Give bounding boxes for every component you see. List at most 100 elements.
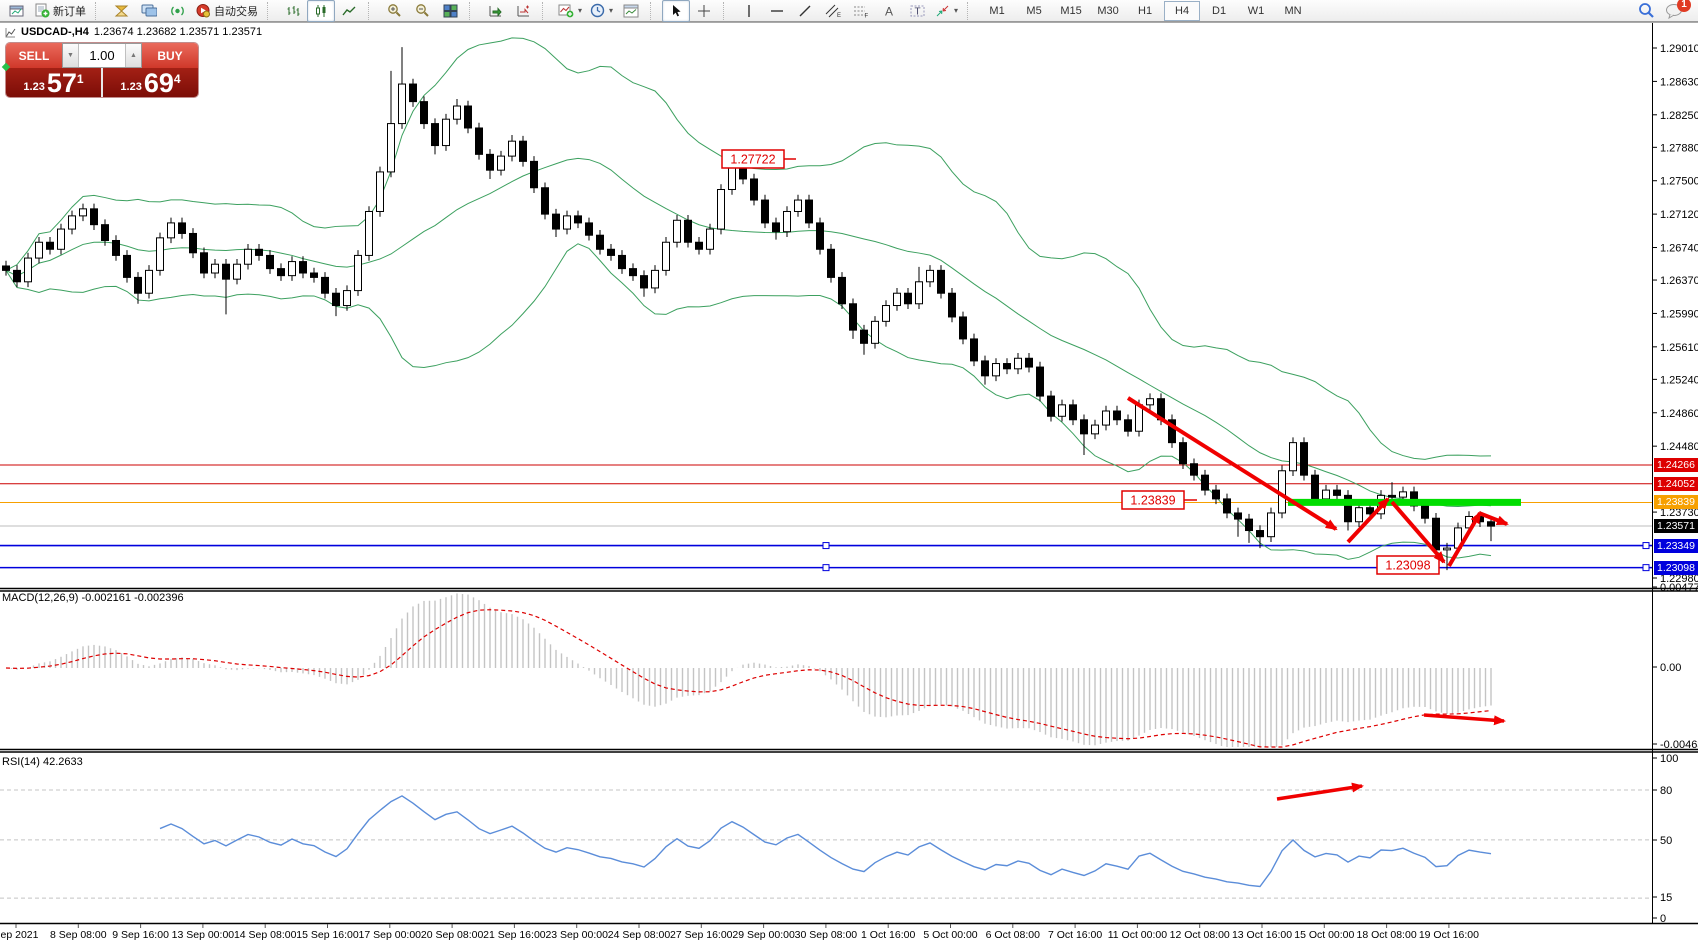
- time-axis-label[interactable]: 30 Sep 08:00: [794, 929, 858, 941]
- time-axis-label[interactable]: 6 Oct 08:00: [985, 929, 1040, 941]
- zoom-out-button[interactable]: [408, 0, 436, 22]
- candle-body: [1443, 547, 1451, 551]
- autotrade-button[interactable]: 自动交易: [191, 0, 262, 22]
- rsi-axis-label: 100: [1660, 753, 1678, 765]
- templates-button[interactable]: [617, 0, 645, 22]
- candle-body: [915, 281, 923, 305]
- chart-shift-button[interactable]: [509, 0, 537, 22]
- time-axis-label[interactable]: 20 Sep 08:00: [420, 929, 484, 941]
- time-axis-label[interactable]: 19 Oct 16:00: [1418, 929, 1479, 941]
- candle-body: [1300, 442, 1308, 476]
- candle-body: [1102, 410, 1110, 426]
- fibonacci-tool-button[interactable]: F: [847, 0, 875, 22]
- sell-price[interactable]: 1.23 57 1: [6, 68, 101, 97]
- time-axis-label[interactable]: 29 Sep 00:00: [732, 929, 795, 941]
- candle-body: [1025, 357, 1033, 368]
- time-axis-label[interactable]: 15 Oct 00:00: [1294, 929, 1355, 941]
- time-axis-label[interactable]: 7 Oct 16:00: [1047, 929, 1103, 941]
- hline-tool-button[interactable]: [763, 0, 791, 22]
- crosshair-tool-button[interactable]: [690, 0, 718, 22]
- volume-value[interactable]: 1.00: [89, 48, 115, 63]
- candle-body: [442, 118, 450, 147]
- vline-tool-button[interactable]: [735, 0, 763, 22]
- arrow-objects-icon: [936, 5, 949, 16]
- time-axis-label[interactable]: 23 Sep 00:00: [545, 929, 608, 941]
- autotrade-label: 自动交易: [214, 5, 258, 18]
- cone-tool-button[interactable]: [107, 0, 135, 22]
- time-axis-label[interactable]: 21 Sep 16:00: [483, 929, 546, 941]
- market-watch-button[interactable]: [135, 0, 163, 22]
- candle-chart-button[interactable]: [307, 0, 335, 22]
- search-icon[interactable]: [1638, 2, 1655, 19]
- timeframe-mn[interactable]: MN: [1284, 4, 1302, 17]
- timeframe-m1[interactable]: M1: [989, 4, 1005, 17]
- toolbar-separator: [967, 1, 976, 20]
- price-tick-label: 1.25990: [1660, 308, 1698, 320]
- time-axis-label[interactable]: 17 Sep 00:00: [358, 929, 422, 941]
- candle-body: [629, 268, 637, 277]
- candle-body: [1421, 505, 1429, 519]
- timeframe-w1[interactable]: W1: [1247, 4, 1265, 17]
- candle-body: [684, 219, 692, 243]
- channel-tool-button[interactable]: E: [819, 0, 847, 22]
- toolbar-separator: [267, 1, 276, 20]
- price-tick-label: 1.25240: [1660, 374, 1698, 386]
- candle-body: [90, 208, 98, 226]
- arrows-tool-button[interactable]: ▾: [931, 0, 962, 22]
- candle-body: [651, 269, 659, 289]
- periods-button[interactable]: ▾: [586, 0, 617, 22]
- time-axis-label[interactable]: 5 Oct 00:00: [923, 929, 978, 941]
- buy-button[interactable]: BUY: [142, 43, 198, 68]
- time-axis-label[interactable]: 13 Oct 16:00: [1231, 929, 1293, 941]
- equidistant-channel-icon: E: [825, 4, 841, 18]
- time-axis-label[interactable]: 18 Oct 08:00: [1356, 929, 1417, 941]
- timeframe-m5[interactable]: M5: [1026, 4, 1042, 17]
- time-axis-label[interactable]: 15 Sep 16:00: [296, 929, 359, 941]
- timeframe-h1[interactable]: H1: [1138, 4, 1153, 17]
- tile-windows-button[interactable]: [436, 0, 464, 22]
- time-axis-label[interactable]: 9 Sep 16:00: [112, 929, 169, 941]
- candle-body: [695, 241, 703, 250]
- time-axis-label[interactable]: 14 Sep 08:00: [233, 929, 297, 941]
- auto-scroll-button[interactable]: [481, 0, 509, 22]
- candle-body: [959, 316, 967, 340]
- volume-increase-button[interactable]: ▲: [125, 44, 141, 67]
- sell-button[interactable]: SELL: [6, 43, 62, 68]
- new-order-button[interactable]: 新订单: [30, 0, 90, 22]
- candle-body: [1124, 419, 1132, 432]
- signals-button[interactable]: [163, 0, 191, 22]
- price-tick-label: 1.27880: [1660, 142, 1698, 154]
- timeframe-h4[interactable]: H4: [1164, 0, 1201, 21]
- bar-chart-button[interactable]: [279, 0, 307, 22]
- text-tool-button[interactable]: A: [875, 0, 903, 22]
- timeframe-m30[interactable]: M30: [1097, 4, 1119, 17]
- timeframe-d1[interactable]: D1: [1212, 4, 1227, 17]
- price-tick-label: 1.28250: [1660, 110, 1698, 122]
- time-axis-label[interactable]: 27 Sep 16:00: [670, 929, 733, 941]
- buy-price[interactable]: 1.23 69 4: [101, 68, 198, 97]
- line-chart-button[interactable]: [335, 0, 363, 22]
- time-axis-label[interactable]: 11 Oct 00:00: [1107, 929, 1168, 941]
- price-tick-label: 1.22980: [1660, 573, 1698, 585]
- new-chart-button[interactable]: [2, 0, 30, 22]
- volume-decrease-button[interactable]: ▼: [63, 44, 79, 67]
- time-axis-label[interactable]: 13 Sep 00:00: [171, 929, 235, 941]
- trendline-tool-button[interactable]: [791, 0, 819, 22]
- candlestick-chart-icon: [316, 4, 326, 17]
- time-axis-label[interactable]: 1 Oct 16:00: [861, 929, 916, 941]
- one-click-top-row: SELL ▼ 1.00 ▲ BUY: [6, 43, 198, 68]
- time-axis-label[interactable]: 24 Sep 08:00: [607, 929, 671, 941]
- candle-body: [189, 232, 197, 254]
- zoom-in-button[interactable]: [380, 0, 408, 22]
- time-axis-label[interactable]: 12 Oct 08:00: [1169, 929, 1230, 941]
- candle-body: [893, 292, 901, 307]
- notifications-button[interactable]: 1: [1665, 0, 1691, 19]
- time-axis-label[interactable]: 8 Sep 08:00: [49, 929, 107, 941]
- text-label-tool-button[interactable]: T: [903, 0, 931, 22]
- timeframe-m15[interactable]: M15: [1060, 4, 1082, 17]
- time-axis-label[interactable]: Sep 2021: [0, 929, 39, 941]
- macd-axis-label: 0.004774: [1660, 582, 1698, 594]
- indicators-button[interactable]: ▾: [554, 0, 586, 22]
- cursor-tool-button[interactable]: [662, 0, 691, 22]
